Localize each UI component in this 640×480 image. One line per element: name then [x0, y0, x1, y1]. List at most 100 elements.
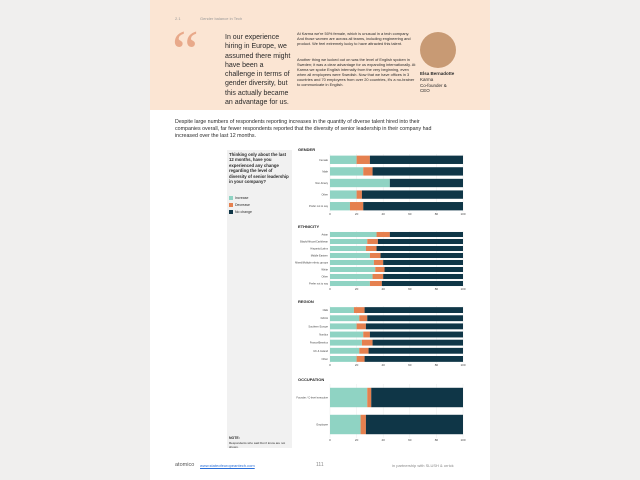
- bar-segment: [361, 190, 463, 199]
- bar-segment: [330, 414, 361, 435]
- bar-segment: [330, 315, 360, 322]
- page-number: 111: [316, 462, 324, 468]
- bar-segment: [330, 387, 368, 408]
- category-label: Other: [322, 357, 329, 361]
- legend-swatch: [229, 196, 233, 200]
- bar-segment: [330, 280, 370, 287]
- bar-segment: [330, 323, 357, 330]
- section-title: Gender balance in Tech: [200, 16, 243, 21]
- person-company: Karma: [420, 77, 434, 82]
- quote-paragraph: Another thing we lucked out on was the l…: [297, 57, 416, 87]
- bar-segment: [369, 280, 382, 287]
- bar-segment: [330, 339, 362, 346]
- legend-swatch: [229, 203, 233, 207]
- bar-segment: [383, 273, 463, 280]
- bar-segment: [330, 259, 374, 266]
- x-tick-label: 100: [460, 287, 465, 291]
- chart-title: ETHNICITY: [298, 224, 319, 229]
- bar-segment: [330, 231, 377, 238]
- category-label: Hispanic/Latinx: [310, 247, 328, 251]
- category-label: DACH: [321, 316, 328, 320]
- x-tick-label: 0: [329, 212, 331, 216]
- x-tick-label: 100: [460, 212, 465, 216]
- bar-segment: [389, 231, 463, 238]
- bar-segment: [359, 315, 368, 322]
- category-label: Mixed/Multiple ethnic groups: [295, 261, 329, 265]
- x-tick-label: 60: [408, 438, 412, 442]
- quote-mark: “: [172, 19, 199, 85]
- x-tick-label: 60: [408, 363, 412, 367]
- bar-segment: [380, 252, 463, 259]
- category-label: Female: [319, 158, 328, 162]
- category-label: Middle Eastern: [311, 254, 329, 258]
- bar-segment: [381, 280, 463, 287]
- category-label: Prefer not to say: [309, 204, 329, 208]
- x-tick-label: 80: [435, 287, 439, 291]
- bar-segment: [330, 307, 354, 314]
- bar-segment: [372, 167, 463, 176]
- legend-swatch: [229, 210, 233, 214]
- category-label: Other: [322, 193, 329, 197]
- x-tick-label: 80: [435, 363, 439, 367]
- bar-segment: [369, 252, 381, 259]
- x-tick-label: 0: [329, 438, 331, 442]
- category-label: Other: [322, 275, 329, 279]
- category-label: Nordics: [319, 333, 328, 337]
- bar-segment: [372, 273, 384, 280]
- bar-segment: [330, 331, 364, 338]
- bar-segment: [330, 238, 368, 245]
- note-label: NOTE:: [229, 436, 240, 440]
- bar-segment: [365, 414, 463, 435]
- bar-segment: [360, 414, 366, 435]
- legend-label: No change: [235, 210, 252, 214]
- category-label: Southern Europe: [308, 324, 328, 328]
- chart-title: REGION: [298, 299, 314, 304]
- category-label: Asian: [322, 233, 329, 237]
- bar-segment: [330, 273, 373, 280]
- bar-segment: [367, 387, 372, 408]
- url[interactable]: www.stateofeuropeantech.com: [200, 463, 255, 468]
- portrait: [420, 32, 456, 68]
- legend: Increase Decrease No change: [229, 196, 252, 217]
- bar-segment: [365, 245, 377, 252]
- x-tick-label: 40: [382, 212, 386, 216]
- category-label: White: [321, 268, 328, 272]
- x-tick-label: 100: [460, 363, 465, 367]
- body-text: Despite large numbers of respondents rep…: [175, 119, 432, 139]
- bar-segment: [330, 155, 357, 164]
- person-name: Elsa Bernadotte: [420, 71, 455, 76]
- bar-segment: [377, 238, 463, 245]
- x-tick-label: 100: [460, 438, 465, 442]
- bar-segment: [369, 331, 463, 338]
- bar-segment: [330, 167, 364, 176]
- x-tick-label: 40: [382, 363, 386, 367]
- category-label: Founder / C-level executive: [296, 396, 328, 400]
- x-tick-label: 0: [329, 363, 331, 367]
- bar-segment: [356, 155, 370, 164]
- bar-segment: [330, 347, 360, 354]
- category-label: Employee: [316, 423, 328, 427]
- category-label: France/Benelux: [310, 341, 329, 345]
- bar-segment: [373, 259, 384, 266]
- category-label: Male: [322, 169, 328, 173]
- category-label: UK & Ireland: [313, 349, 328, 353]
- x-tick-label: 40: [382, 287, 386, 291]
- x-tick-label: 80: [435, 212, 439, 216]
- legend-label: Increase: [235, 196, 249, 200]
- bar-segment: [376, 245, 463, 252]
- x-tick-label: 20: [355, 363, 359, 367]
- bar-segment: [372, 339, 463, 346]
- bar-segment: [356, 323, 366, 330]
- bar-segment: [383, 259, 463, 266]
- bar-segment: [375, 266, 385, 273]
- bar-segment: [361, 339, 373, 346]
- bar-segment: [330, 202, 350, 211]
- bar-segment: [359, 347, 369, 354]
- bar-segment: [363, 331, 370, 338]
- bar-segment: [365, 323, 463, 330]
- category-label: Black/African/Caribbean: [300, 240, 328, 244]
- bar-segment: [330, 245, 366, 252]
- bar-segment: [363, 202, 463, 211]
- bar-segment: [364, 355, 463, 362]
